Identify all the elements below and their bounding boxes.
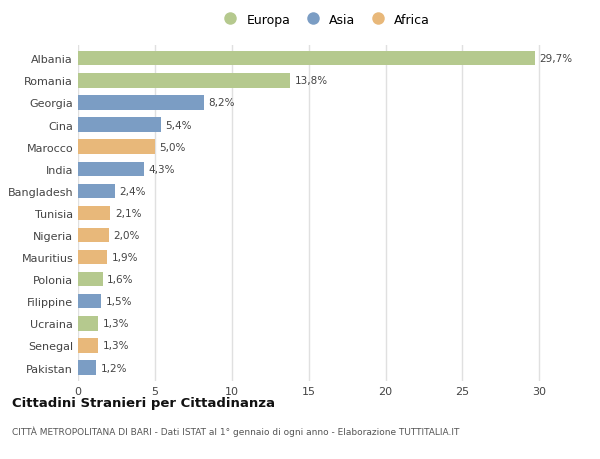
Bar bbox=[78, 162, 144, 177]
Text: 1,6%: 1,6% bbox=[107, 274, 134, 285]
Text: 29,7%: 29,7% bbox=[539, 54, 572, 64]
Text: 13,8%: 13,8% bbox=[295, 76, 328, 86]
Text: CITTÀ METROPOLITANA DI BARI - Dati ISTAT al 1° gennaio di ogni anno - Elaborazio: CITTÀ METROPOLITANA DI BARI - Dati ISTAT… bbox=[12, 425, 460, 436]
Bar bbox=[78, 317, 98, 331]
Bar bbox=[78, 228, 109, 243]
Bar bbox=[78, 118, 161, 133]
Bar bbox=[78, 361, 97, 375]
Text: Cittadini Stranieri per Cittadinanza: Cittadini Stranieri per Cittadinanza bbox=[12, 396, 275, 409]
Text: 1,3%: 1,3% bbox=[103, 319, 129, 329]
Bar bbox=[78, 339, 98, 353]
Bar bbox=[78, 184, 115, 199]
Text: 1,2%: 1,2% bbox=[101, 363, 128, 373]
Text: 8,2%: 8,2% bbox=[209, 98, 235, 108]
Bar bbox=[78, 140, 155, 155]
Bar bbox=[78, 52, 535, 66]
Text: 1,3%: 1,3% bbox=[103, 341, 129, 351]
Legend: Europa, Asia, Africa: Europa, Asia, Africa bbox=[213, 9, 435, 32]
Text: 2,4%: 2,4% bbox=[119, 186, 146, 196]
Text: 2,1%: 2,1% bbox=[115, 208, 142, 218]
Bar bbox=[78, 250, 107, 265]
Text: 2,0%: 2,0% bbox=[113, 230, 140, 241]
Bar bbox=[78, 206, 110, 221]
Text: 1,9%: 1,9% bbox=[112, 252, 139, 263]
Bar bbox=[78, 272, 103, 287]
Text: 4,3%: 4,3% bbox=[149, 164, 175, 174]
Bar bbox=[78, 294, 101, 309]
Bar bbox=[78, 74, 290, 88]
Text: 5,4%: 5,4% bbox=[166, 120, 192, 130]
Text: 5,0%: 5,0% bbox=[160, 142, 186, 152]
Text: 1,5%: 1,5% bbox=[106, 297, 132, 307]
Bar bbox=[78, 96, 204, 110]
